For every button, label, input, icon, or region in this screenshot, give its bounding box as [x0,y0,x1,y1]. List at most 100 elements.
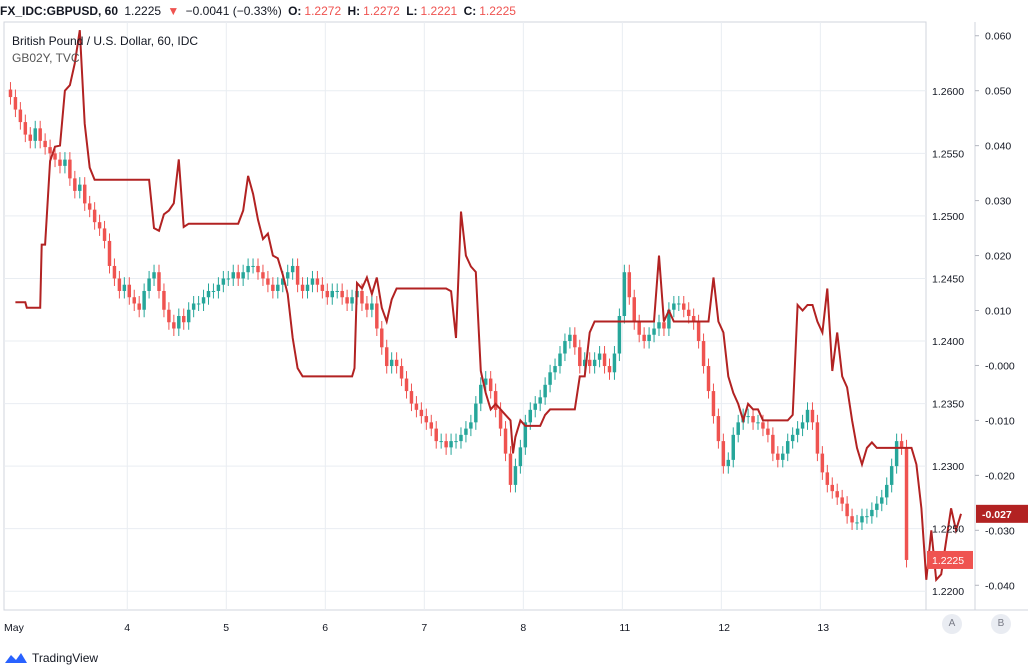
candle [855,514,859,530]
price-tick-label: 1.2350 [932,399,964,411]
candle-body [543,384,547,398]
candle [107,233,112,274]
candle-body [746,416,750,418]
candle-body [172,322,176,329]
candle [201,289,206,311]
candle [686,302,691,324]
candle [102,220,107,249]
candle-body [652,328,656,335]
candle [43,133,47,155]
candle-body [899,441,904,448]
candle [226,270,231,286]
price-tick-label: 1.2250 [932,524,964,536]
candle-body [380,328,384,348]
candle-body [102,228,107,241]
candle [746,408,750,424]
candle-body [488,378,493,392]
candle-body [855,522,859,524]
candle [444,433,448,455]
candle-body [538,397,542,404]
candle-body [419,409,424,417]
candle [493,383,498,418]
candle-body [389,359,394,367]
price-tick-label: 1.2400 [932,336,964,348]
candle-body [870,509,874,517]
candle [78,177,82,199]
time-axis[interactable]: May 4 5 6 7 8 11 12 13 [4,622,829,634]
candle-body [335,290,339,292]
candle-body [677,303,681,305]
candle [627,264,632,305]
yield-tick-label: -0.000 [985,360,1015,372]
candle-body [578,347,582,367]
time-tick-label: 13 [817,622,829,634]
brand-label[interactable]: TradingView [32,651,99,665]
candle [350,289,354,311]
price-chart[interactable]: 1.2200 1.2250 1.2300 1.2350 1.2400 1.2450 1.25… [0,0,1031,645]
candle [790,427,795,449]
candle [48,139,52,161]
symbol-label[interactable]: FX_IDC:GBPUSD, 60 [0,4,119,18]
candle [469,414,473,437]
candle-body [686,309,691,316]
yield-tick-label: 0.040 [985,141,1011,153]
candle-body [518,447,523,467]
candle-body [533,403,537,410]
candle-body [716,416,721,442]
candle [206,283,211,305]
candle-body [414,403,419,410]
candle-body [350,297,354,304]
candle [18,102,23,130]
candle-body [479,384,483,404]
candle [142,283,146,318]
yield-axis[interactable]: -0.040 -0.030 -0.020 -0.010 -0.000 0.010 0.020… [975,31,1015,593]
candle [459,427,463,449]
candle [157,264,161,299]
chart-title[interactable]: British Pound / U.S. Dollar, 60, IDC [12,34,198,48]
candle-body [503,428,508,454]
candle-body [186,309,191,323]
candle [771,427,775,462]
candle-body [345,297,349,304]
close-value: 1.2225 [479,4,516,18]
high-value: 1.2272 [363,4,400,18]
candle-body [736,422,740,435]
candle-body [325,290,330,298]
price-axis[interactable]: 1.2200 1.2250 1.2300 1.2350 1.2400 1.2450 1.25… [932,86,964,598]
candle-body [761,422,765,429]
candle-body [231,272,235,279]
candle [300,277,305,299]
candle [73,170,77,199]
candle [424,408,429,430]
candle-body [33,128,37,141]
last-price: 1.2225 [124,4,162,18]
candle [127,277,132,305]
candle [781,446,785,468]
candle-body [18,109,23,123]
candle-body [771,434,775,454]
auto-scale-button[interactable]: A [942,614,962,634]
yield-tick-label: 0.020 [985,251,1011,263]
scale-b-button[interactable]: B [991,614,1011,634]
candle-body [597,353,602,360]
candle-body [483,378,488,385]
candle [182,308,186,330]
candle [112,258,117,286]
overlay-legend[interactable]: GB02Y, TVC [12,51,80,65]
candle-body [894,441,899,467]
candle-body [241,272,245,279]
candle [880,489,884,512]
price-tick-label: 1.2600 [932,86,964,98]
candle-body [281,278,285,285]
candle [845,496,849,524]
current-price-box [927,550,973,569]
yield-tick-label: -0.020 [985,470,1015,482]
candle-body [493,391,498,410]
price-tick-label: 1.2200 [932,586,964,598]
candle-body [211,290,216,292]
yield-tick-label: -0.030 [985,525,1015,537]
candle [384,339,389,374]
candle-body [13,97,18,110]
candle [672,295,676,318]
candle-body [246,265,250,273]
